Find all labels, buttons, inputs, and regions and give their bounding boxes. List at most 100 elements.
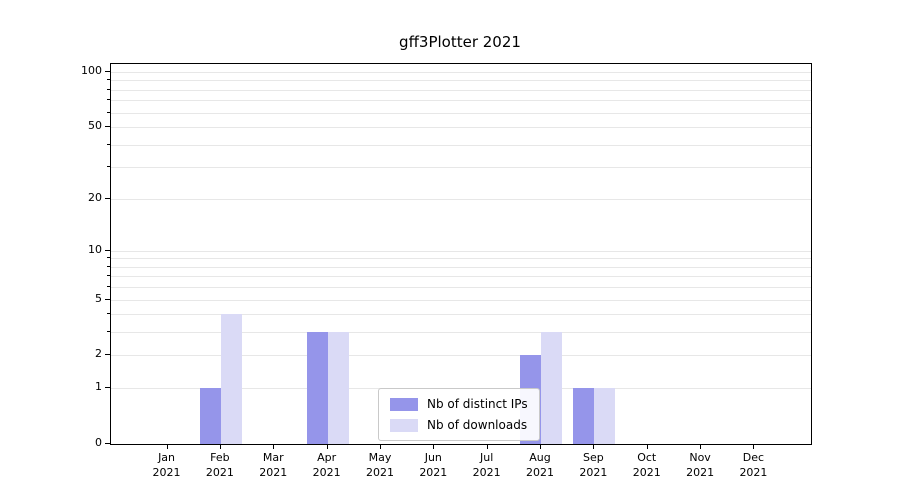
- x-tick-year: 2021: [739, 465, 768, 479]
- gridline: [111, 332, 811, 334]
- y-minor-tick-mark: [107, 88, 110, 90]
- gridline: [111, 299, 811, 301]
- x-tick-year: 2021: [579, 465, 608, 479]
- y-minor-tick-mark: [107, 111, 110, 113]
- y-minor-tick-mark: [107, 79, 110, 81]
- x-tick-label: Dec 2021: [722, 451, 784, 481]
- x-tick-year: 2021: [152, 465, 181, 479]
- y-tick-mark: [105, 298, 110, 300]
- x-tick-year: 2021: [205, 465, 234, 479]
- x-tick-mark: [433, 444, 435, 449]
- x-tick-month: Mar: [262, 451, 284, 464]
- y-minor-tick-mark: [107, 257, 110, 259]
- legend-item-distinct-ips: Nb of distinct IPs: [390, 397, 528, 411]
- gridline: [111, 276, 811, 278]
- bar-downloads-aug: [541, 332, 563, 444]
- gridline: [111, 112, 811, 114]
- x-tick-month: Nov: [689, 451, 711, 464]
- x-tick-year: 2021: [365, 465, 394, 479]
- gridline: [111, 355, 811, 357]
- legend-label-downloads: Nb of downloads: [427, 418, 528, 432]
- x-tick-label: Oct 2021: [616, 451, 678, 481]
- y-tick-label: 10: [88, 242, 102, 256]
- x-tick-year: 2021: [526, 465, 555, 479]
- x-tick-mark: [753, 444, 755, 449]
- x-tick-year: 2021: [632, 465, 661, 479]
- y-minor-tick-mark: [107, 313, 110, 315]
- x-tick-month: Aug: [529, 451, 551, 464]
- y-tick-label: 100: [81, 63, 102, 77]
- x-tick-label: Aug 2021: [509, 451, 571, 481]
- y-minor-tick-mark: [107, 275, 110, 277]
- x-tick-year: 2021: [686, 465, 715, 479]
- y-tick-mark: [105, 197, 110, 199]
- bars-layer: [111, 64, 811, 444]
- y-tick-mark: [105, 70, 110, 72]
- gridline: [111, 144, 811, 146]
- gridline: [111, 258, 811, 260]
- y-tick-mark: [105, 249, 110, 251]
- x-tick-mark: [486, 444, 488, 449]
- x-tick-month: Feb: [210, 451, 230, 464]
- legend-item-downloads: Nb of downloads: [390, 418, 528, 432]
- y-tick-label: 0: [95, 436, 102, 449]
- x-tick-mark: [219, 444, 221, 449]
- gridline: [111, 287, 811, 289]
- x-tick-month: Jun: [424, 451, 442, 464]
- gridline: [111, 71, 811, 73]
- x-tick-month: Dec: [742, 451, 765, 464]
- bar-distinct-ips-sep: [573, 388, 595, 444]
- gridline: [111, 250, 811, 252]
- bar-downloads-feb: [220, 314, 242, 444]
- y-tick-mark: [105, 387, 110, 389]
- y-tick-mark: [105, 443, 110, 444]
- x-tick-label: Nov 2021: [669, 451, 731, 481]
- legend-swatch-downloads: [390, 418, 418, 432]
- legend-swatch-distinct-ips: [390, 397, 418, 411]
- x-tick-month: May: [368, 451, 392, 464]
- y-tick-label: 2: [95, 347, 102, 361]
- x-tick-label: Feb 2021: [189, 451, 251, 481]
- x-tick-label: May 2021: [349, 451, 411, 481]
- plot-area: [110, 63, 812, 445]
- x-tick-label: Jan 2021: [136, 451, 198, 481]
- x-tick-year: 2021: [259, 465, 288, 479]
- x-tick-month: Jul: [480, 451, 494, 464]
- legend: Nb of distinct IPs Nb of downloads: [378, 388, 540, 441]
- x-tick-mark: [166, 444, 168, 449]
- y-minor-tick-mark: [107, 286, 110, 288]
- y-tick-mark: [105, 126, 110, 128]
- bar-downloads-apr: [327, 332, 349, 444]
- x-tick-year: 2021: [472, 465, 501, 479]
- x-tick-mark: [700, 444, 702, 449]
- x-tick-label: Jul 2021: [456, 451, 518, 481]
- x-tick-label: Mar 2021: [242, 451, 304, 481]
- bar-distinct-ips-feb: [199, 388, 221, 444]
- bar-downloads-sep: [594, 388, 616, 444]
- y-minor-tick-mark: [107, 265, 110, 267]
- x-tick-mark: [273, 444, 275, 449]
- gridline: [111, 314, 811, 316]
- y-minor-tick-mark: [107, 143, 110, 145]
- y-minor-tick-mark: [107, 99, 110, 101]
- gridline: [111, 266, 811, 268]
- x-tick-label: Jun 2021: [402, 451, 464, 481]
- bar-distinct-ips-apr: [306, 332, 328, 444]
- gridline: [111, 198, 811, 200]
- gridline: [111, 167, 811, 169]
- gridline: [111, 80, 811, 82]
- x-tick-mark: [646, 444, 648, 449]
- x-tick-label: Apr 2021: [296, 451, 358, 481]
- y-minor-tick-mark: [107, 166, 110, 168]
- x-tick-month: Oct: [637, 451, 657, 464]
- chart-title: gff3Plotter 2021: [399, 33, 521, 51]
- gridline: [111, 100, 811, 102]
- x-tick-mark: [379, 444, 381, 449]
- x-tick-mark: [593, 444, 595, 449]
- x-tick-year: 2021: [312, 465, 341, 479]
- y-tick-label: 20: [88, 190, 102, 204]
- x-tick-mark: [540, 444, 542, 449]
- x-tick-year: 2021: [419, 465, 448, 479]
- x-tick-month: Jan: [158, 451, 176, 464]
